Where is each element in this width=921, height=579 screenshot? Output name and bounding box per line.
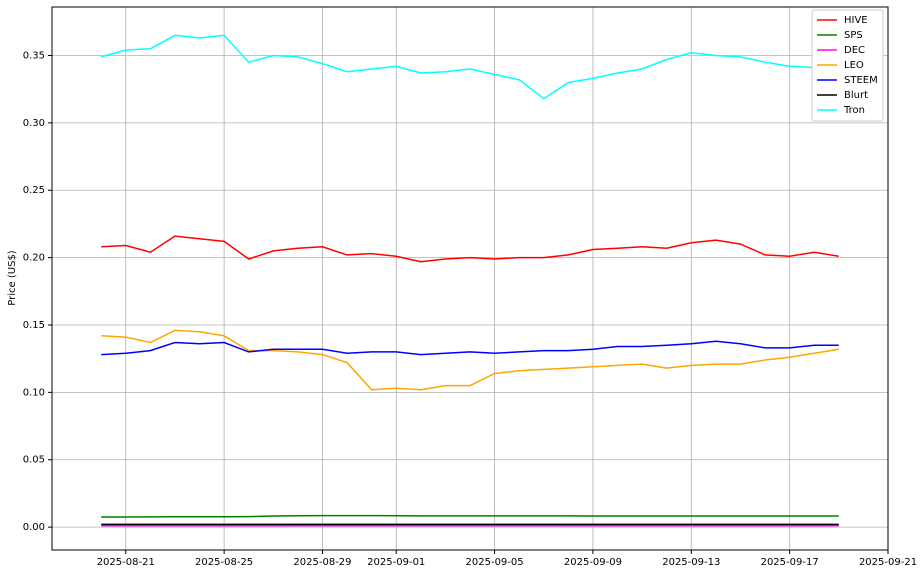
y-tick-label: 0.25	[23, 185, 45, 196]
y-tick-label: 0.15	[23, 320, 45, 331]
y-tick-label: 0.00	[23, 522, 45, 533]
x-tick-label: 2025-09-17	[761, 557, 819, 568]
legend-label: Blurt	[844, 90, 868, 101]
legend-label: DEC	[844, 45, 865, 56]
series-line	[101, 514, 839, 518]
legend-label: STEEM	[844, 75, 878, 86]
series-line	[101, 340, 839, 356]
y-tick-label: 0.30	[23, 118, 45, 129]
plot-frame	[51, 6, 889, 551]
series-line	[101, 34, 839, 100]
legend-label: Tron	[843, 105, 865, 116]
y-tick-label: 0.20	[23, 253, 45, 264]
x-tick-label: 2025-09-21	[859, 557, 917, 568]
x-tick-label: 2025-08-29	[293, 557, 351, 568]
x-tick-label: 2025-08-21	[97, 557, 155, 568]
legend-label: SPS	[844, 30, 863, 41]
series-line	[101, 329, 839, 391]
y-tick-label: 0.05	[23, 455, 45, 466]
legend-box	[811, 9, 884, 122]
y-tick-label: 0.10	[23, 387, 45, 398]
legend-label: LEO	[844, 60, 864, 71]
y-tick-label: 0.35	[23, 51, 45, 62]
x-tick-label: 2025-09-05	[466, 557, 524, 568]
x-tick-label: 2025-09-09	[564, 557, 622, 568]
y-axis-label: Price (US$)	[7, 250, 18, 306]
legend-label: HIVE	[844, 15, 868, 26]
x-tick-label: 2025-09-13	[662, 557, 720, 568]
x-tick-label: 2025-09-01	[367, 557, 425, 568]
x-tick-label: 2025-08-25	[195, 557, 253, 568]
series-line	[101, 235, 839, 263]
